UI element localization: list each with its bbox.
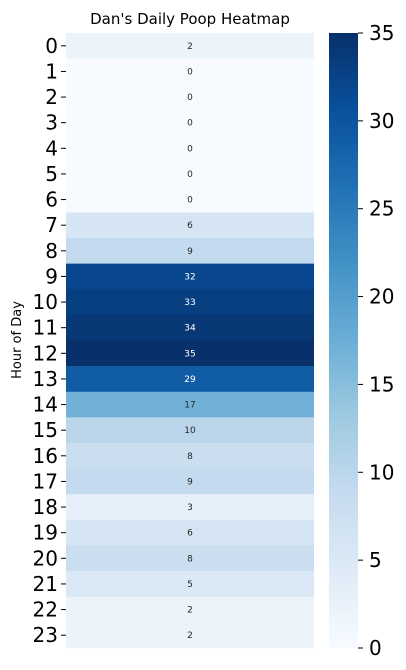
heatmap-cell bbox=[66, 391, 314, 418]
heatmap-cells: 2 0 0 0 0 0 0 6 9 32 33 34 35 29 17 10 8 9 3 6 8 5 2 2 bbox=[66, 33, 314, 649]
y-tick-label: 11 bbox=[33, 316, 58, 340]
cell-value-label: 2 bbox=[187, 606, 193, 616]
y-tick-label: 15 bbox=[33, 418, 58, 442]
y-tick-label: 3 bbox=[45, 111, 58, 135]
y-tick-label: 8 bbox=[45, 239, 58, 263]
cell-value-label: 5 bbox=[187, 580, 193, 590]
y-tick-label: 14 bbox=[33, 393, 58, 417]
y-tick-label: 0 bbox=[45, 34, 58, 58]
cell-value-label: 0 bbox=[187, 196, 193, 206]
heatmap-cell bbox=[66, 289, 314, 316]
heatmap-cell bbox=[66, 340, 314, 367]
chart-title: Dan's Daily Poop Heatmap bbox=[90, 10, 290, 28]
cell-value-label: 8 bbox=[187, 554, 193, 564]
y-tick-label: 22 bbox=[33, 598, 58, 622]
y-tick-label: 10 bbox=[33, 290, 58, 314]
colorbar-tick-label: 0 bbox=[369, 636, 382, 660]
heatmap-cell bbox=[66, 109, 314, 136]
y-tick-label: 19 bbox=[33, 521, 58, 545]
y-axis-label: Hour of Day bbox=[10, 301, 25, 379]
heatmap-cell bbox=[66, 84, 314, 111]
heatmap-cell bbox=[66, 468, 314, 495]
y-tick-label: 13 bbox=[33, 367, 58, 391]
cell-value-label: 6 bbox=[187, 221, 193, 231]
cell-value-label: 2 bbox=[187, 42, 193, 52]
y-tick-label: 20 bbox=[33, 546, 58, 570]
cell-value-label: 6 bbox=[187, 529, 193, 539]
cell-value-label: 3 bbox=[187, 503, 193, 513]
heatmap-cell bbox=[66, 622, 314, 649]
heatmap-cell bbox=[66, 571, 314, 598]
cell-value-label: 0 bbox=[187, 144, 193, 154]
cell-value-label: 9 bbox=[187, 247, 193, 257]
cell-value-label: 8 bbox=[187, 452, 193, 462]
colorbar-tick-label: 30 bbox=[369, 109, 394, 133]
heatmap-cell bbox=[66, 417, 314, 444]
y-tick-label: 1 bbox=[45, 59, 58, 83]
y-tick-label: 2 bbox=[45, 85, 58, 109]
y-tick-label: 16 bbox=[33, 444, 58, 468]
cell-value-label: 17 bbox=[184, 401, 195, 411]
cell-value-label: 0 bbox=[187, 170, 193, 180]
colorbar-tick-label: 15 bbox=[369, 372, 394, 396]
y-tick-label: 21 bbox=[33, 572, 58, 596]
y-tick-label: 9 bbox=[45, 264, 58, 288]
y-tick-label: 23 bbox=[33, 623, 58, 647]
heatmap-cell bbox=[66, 58, 314, 85]
cell-value-label: 35 bbox=[184, 349, 195, 359]
y-tick-label: 17 bbox=[33, 469, 58, 493]
heatmap-cell bbox=[66, 33, 314, 59]
heatmap-cell bbox=[66, 212, 314, 239]
y-tick-label: 7 bbox=[45, 213, 58, 237]
heatmap-cell bbox=[66, 519, 314, 546]
cell-value-label: 10 bbox=[184, 426, 196, 436]
y-tick-label: 18 bbox=[33, 495, 58, 519]
heatmap-cell bbox=[66, 366, 314, 393]
cell-value-label: 0 bbox=[187, 93, 193, 103]
heatmap-cell bbox=[66, 135, 314, 162]
cell-value-label: 2 bbox=[187, 631, 193, 641]
cell-value-label: 33 bbox=[184, 298, 195, 308]
y-tick-label: 12 bbox=[33, 341, 58, 365]
heatmap-cell bbox=[66, 443, 314, 469]
heatmap-cell bbox=[66, 238, 314, 264]
cell-value-label: 9 bbox=[187, 477, 193, 487]
cell-value-label: 0 bbox=[187, 119, 193, 129]
colorbar-tick-label: 10 bbox=[369, 460, 394, 484]
heatmap-cell bbox=[66, 263, 314, 290]
heatmap-cell bbox=[66, 596, 314, 623]
heatmap-cell bbox=[66, 186, 314, 213]
cell-value-label: 34 bbox=[184, 324, 196, 334]
heatmap-cell bbox=[66, 494, 314, 521]
cell-value-label: 29 bbox=[184, 375, 196, 385]
heatmap-cell bbox=[66, 314, 314, 341]
y-tick-label: 6 bbox=[45, 188, 58, 212]
colorbar-tick-label: 35 bbox=[369, 21, 394, 45]
colorbar-tick-labels: 0 5 10 15 20 25 30 35 bbox=[358, 21, 394, 660]
cell-value-label: 32 bbox=[184, 272, 195, 282]
colorbar bbox=[329, 33, 358, 648]
cell-value-label: 0 bbox=[187, 67, 193, 77]
colorbar-tick-label: 25 bbox=[369, 197, 394, 221]
colorbar-tick-label: 20 bbox=[369, 285, 394, 309]
y-tick-label: 4 bbox=[45, 136, 58, 160]
colorbar-tick-label: 5 bbox=[369, 548, 382, 572]
heatmap-cell bbox=[66, 161, 314, 188]
y-tick-label: 5 bbox=[45, 162, 58, 186]
heatmap-cell bbox=[66, 545, 314, 572]
